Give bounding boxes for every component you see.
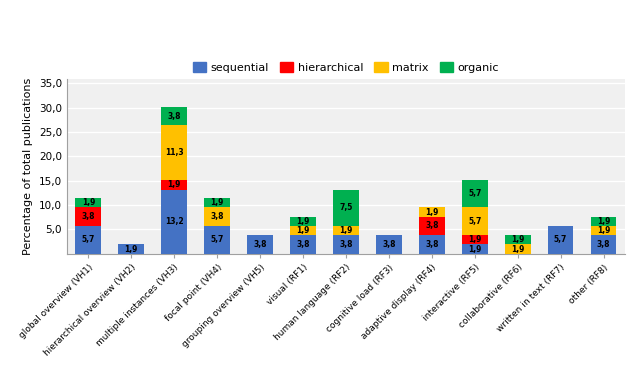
Text: 11,3: 11,3 [165,148,184,157]
Text: 1,9: 1,9 [82,198,95,207]
Bar [76,226,101,254]
Text: 1,9: 1,9 [125,245,138,254]
Bar [76,207,101,226]
Text: 5,7: 5,7 [82,235,95,244]
Bar [247,235,273,254]
Bar [462,207,488,235]
Bar [462,180,488,207]
Bar [204,207,230,226]
Bar [462,244,488,254]
Legend: sequential, hierarchical, matrix, organic: sequential, hierarchical, matrix, organi… [188,58,504,77]
Text: 13,2: 13,2 [165,217,184,226]
Bar [419,235,445,254]
Text: 3,8: 3,8 [82,212,95,221]
Text: 3,8: 3,8 [168,112,181,120]
Bar [376,235,402,254]
Bar [462,235,488,244]
Bar [591,235,616,254]
Bar [333,189,359,226]
Bar [419,207,445,217]
Bar [161,189,187,254]
Bar [161,180,187,189]
Text: 1,9: 1,9 [425,208,438,217]
Text: 5,7: 5,7 [468,189,481,198]
Text: 3,8: 3,8 [339,240,353,249]
Bar [204,226,230,254]
Text: 1,9: 1,9 [296,226,310,235]
Text: 3,8: 3,8 [425,240,438,249]
Bar [591,226,616,235]
Text: 1,9: 1,9 [296,217,310,226]
Bar [290,217,316,226]
Text: 1,9: 1,9 [211,198,224,207]
Bar [333,235,359,254]
Bar [204,198,230,207]
Text: 1,9: 1,9 [597,217,610,226]
Bar [290,226,316,235]
Bar [76,198,101,207]
Text: 1,9: 1,9 [468,235,481,244]
Bar [505,235,531,244]
Bar [333,226,359,235]
Text: 5,7: 5,7 [554,235,567,244]
Text: 3,8: 3,8 [425,222,438,231]
Text: 1,9: 1,9 [339,226,353,235]
Text: 1,9: 1,9 [168,181,181,189]
Text: 1,9: 1,9 [511,235,524,244]
Text: 5,7: 5,7 [468,217,481,226]
Text: 7,5: 7,5 [339,203,353,212]
Bar [548,226,573,254]
Bar [161,107,187,125]
Y-axis label: Percentage of total publications: Percentage of total publications [23,78,33,255]
Text: 3,8: 3,8 [382,240,396,249]
Bar [161,125,187,180]
Text: 1,9: 1,9 [597,226,610,235]
Text: 3,8: 3,8 [211,212,224,221]
Bar [419,217,445,235]
Text: 3,8: 3,8 [596,240,611,249]
Bar [505,244,531,254]
Text: 5,7: 5,7 [211,235,224,244]
Text: 3,8: 3,8 [253,240,267,249]
Bar [118,244,144,254]
Bar [591,217,616,226]
Text: 1,9: 1,9 [468,245,481,254]
Bar [290,235,316,254]
Text: 1,9: 1,9 [511,245,524,254]
Text: 3,8: 3,8 [296,240,310,249]
